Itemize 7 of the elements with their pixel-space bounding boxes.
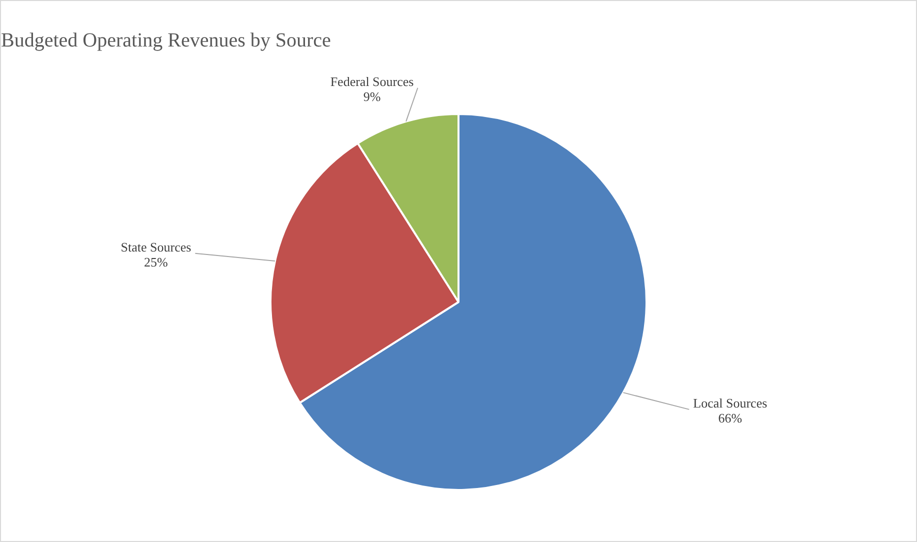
slice-label: Federal Sources [330,74,414,89]
data-label: 25% [144,254,168,270]
slice-label: Local Sources [693,395,768,410]
data-label: 66% [718,410,742,426]
data-label: 9% [363,88,381,104]
chart-title: Budgeted Operating Revenues by Source [1,29,332,52]
slice-label: State Sources [120,239,192,254]
